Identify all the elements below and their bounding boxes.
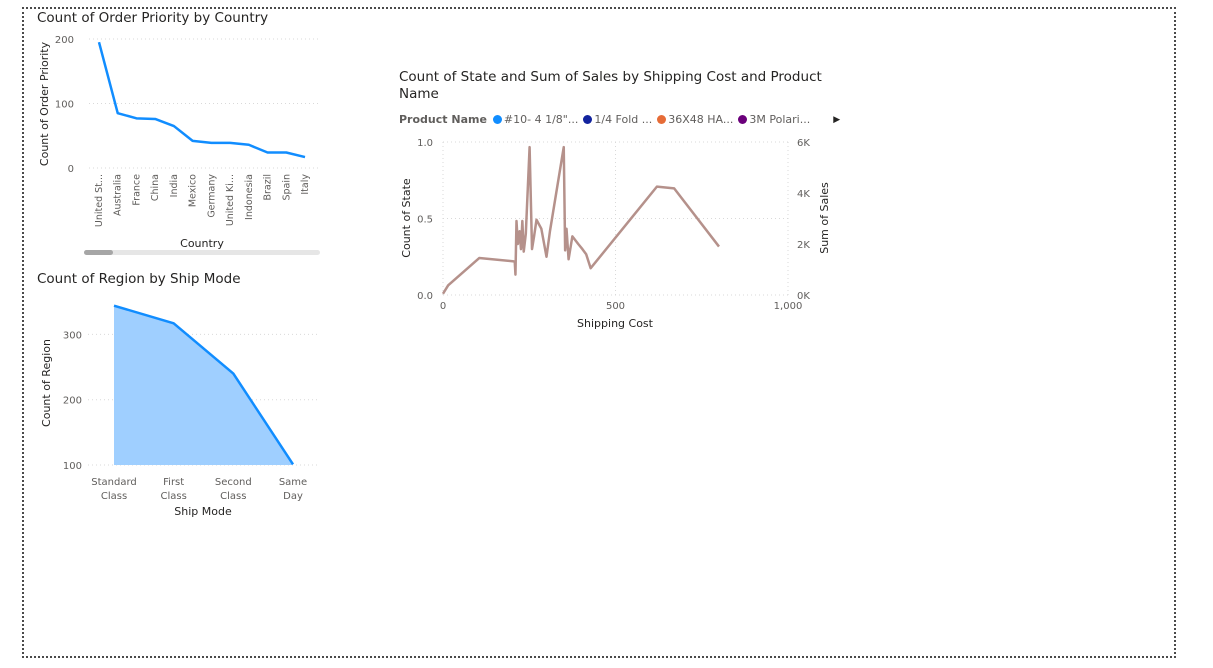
y-axis-title: Count of Region [40, 339, 53, 427]
legend-marker [657, 115, 667, 124]
x-tick-label: Mexico [188, 174, 199, 207]
y2-tick-label: 6K [797, 138, 810, 149]
x-axis-title: Ship Mode [174, 505, 232, 518]
y-tick-label: 300 [63, 330, 82, 341]
legend-item[interactable]: #10- 4 1/8"... [492, 113, 579, 126]
x-axis-title: Country [180, 237, 224, 250]
x-tick-label: United Ki... [225, 174, 236, 226]
legend-marker [738, 115, 748, 124]
y-tick-label: 0.0 [417, 291, 433, 302]
y-tick-label: 100 [63, 461, 82, 472]
y-tick-label: 1.0 [417, 138, 433, 149]
y-axis-title: Count of Order Priority [38, 41, 51, 166]
chart3-legend: Product Name #10- 4 1/8"... 1/4 Fold ...… [399, 113, 840, 126]
area-fill [114, 305, 293, 465]
series-line [113, 304, 295, 466]
x-tick-label: France [131, 174, 142, 206]
series-line [441, 145, 720, 295]
x-axis-title: Shipping Cost [577, 317, 654, 330]
x-tick-label: Class [220, 491, 246, 502]
x-tick-label: India [169, 174, 180, 197]
x-tick-label: Indonesia [244, 174, 255, 220]
legend-title: Product Name [399, 113, 487, 126]
legend-marker [492, 115, 502, 124]
y-tick-label: 0.5 [417, 215, 433, 226]
legend-next-button[interactable]: ▶ [833, 114, 841, 125]
legend-item[interactable]: 36X48 HA... [657, 113, 733, 126]
chart1-title: Count of Order Priority by Country [37, 10, 269, 26]
x-tick-label: Brazil [263, 174, 274, 201]
chart3-title-line1: Count of State and Sum of Sales by Shipp… [399, 69, 822, 85]
x-tick-label: 1,000 [774, 301, 803, 312]
x-tick-label: Day [283, 491, 303, 502]
legend-marker [583, 115, 593, 124]
scrollbar-thumb[interactable] [84, 250, 113, 255]
legend-item-label: 1/4 Fold ... [594, 113, 653, 126]
x-tick-label: Class [161, 491, 187, 502]
x-tick-label: Spain [281, 174, 292, 201]
x-tick-label: First [163, 477, 184, 488]
report-canvas-frame [22, 7, 1176, 658]
legend-item-label: #10- 4 1/8"... [503, 113, 579, 126]
y-axis-title: Count of State [400, 178, 413, 258]
scrollbar-track [84, 250, 320, 255]
legend-item[interactable]: 1/4 Fold ... [583, 113, 652, 126]
legend-item[interactable]: 3M Polari... [738, 113, 810, 126]
y-tick-label: 200 [55, 35, 74, 46]
y2-axis-title: Sum of Sales [818, 182, 831, 254]
x-tick-label: Same [279, 477, 307, 488]
y-tick-label: 200 [63, 396, 82, 407]
y-tick-label: 100 [55, 100, 74, 111]
x-tick-label: Class [101, 491, 127, 502]
x-tick-label: 0 [440, 301, 446, 312]
x-tick-label: Germany [206, 174, 217, 218]
x-tick-label: 500 [606, 301, 625, 312]
y2-tick-label: 2K [797, 240, 810, 251]
chart2-title: Count of Region by Ship Mode [37, 271, 241, 287]
legend-item-label: 3M Polari... [749, 113, 811, 126]
y-tick-label: 0 [68, 164, 74, 175]
x-tick-label: Second [215, 477, 252, 488]
x-tick-label: Standard [91, 477, 137, 488]
legend-item-label: 36X48 HA... [668, 113, 734, 126]
y2-tick-label: 0K [797, 291, 810, 302]
x-tick-label: Australia [113, 174, 124, 216]
series-line [97, 41, 306, 159]
chart3-title-line2: Name [399, 86, 439, 102]
x-tick-label: United St... [94, 174, 105, 227]
x-tick-label: China [150, 174, 161, 201]
y2-tick-label: 4K [797, 189, 810, 200]
x-tick-label: Italy [300, 174, 311, 195]
